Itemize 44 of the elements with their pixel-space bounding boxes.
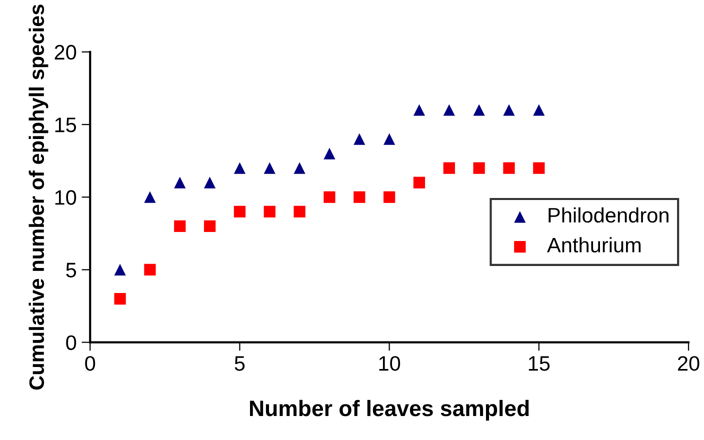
point xyxy=(413,104,426,116)
point xyxy=(443,162,455,174)
point xyxy=(384,191,396,203)
legend-label: Anthurium xyxy=(547,237,641,252)
y-tick-label: 10 xyxy=(55,190,76,205)
point xyxy=(204,176,216,188)
x-tick-label: 0 xyxy=(85,356,96,371)
point xyxy=(503,162,515,174)
point xyxy=(174,220,186,232)
x-tick-label: 5 xyxy=(234,356,245,371)
legend-label: Philodendron xyxy=(548,207,668,223)
x-axis-title: Number of leaves sampled xyxy=(250,400,529,421)
point xyxy=(443,104,455,116)
point xyxy=(144,264,156,276)
point xyxy=(114,264,126,276)
y-tick-label: 0 xyxy=(66,335,76,350)
x-tick-label: 15 xyxy=(528,356,550,371)
point xyxy=(204,220,216,232)
point xyxy=(473,104,485,116)
point xyxy=(144,191,156,203)
point xyxy=(264,162,276,174)
point xyxy=(354,133,366,145)
y-tick-label: 20 xyxy=(54,44,76,60)
point xyxy=(384,133,396,145)
point xyxy=(533,104,545,116)
x-tick-label: 20 xyxy=(678,356,700,371)
point xyxy=(174,176,186,188)
point xyxy=(324,148,336,160)
point xyxy=(503,104,515,116)
point xyxy=(354,191,366,203)
point xyxy=(413,176,426,188)
y-tick-label: 5 xyxy=(66,262,76,278)
point xyxy=(234,162,246,174)
point xyxy=(533,162,545,174)
point xyxy=(264,206,276,218)
point xyxy=(114,292,126,305)
point xyxy=(294,162,306,174)
x-tick-label: 10 xyxy=(379,356,400,371)
point xyxy=(473,162,485,174)
point xyxy=(294,206,306,218)
point xyxy=(324,191,336,203)
y-axis-title: Cumulative number of epiphyll species xyxy=(28,4,48,390)
point xyxy=(234,206,246,218)
y-tick-label: 15 xyxy=(55,118,76,132)
